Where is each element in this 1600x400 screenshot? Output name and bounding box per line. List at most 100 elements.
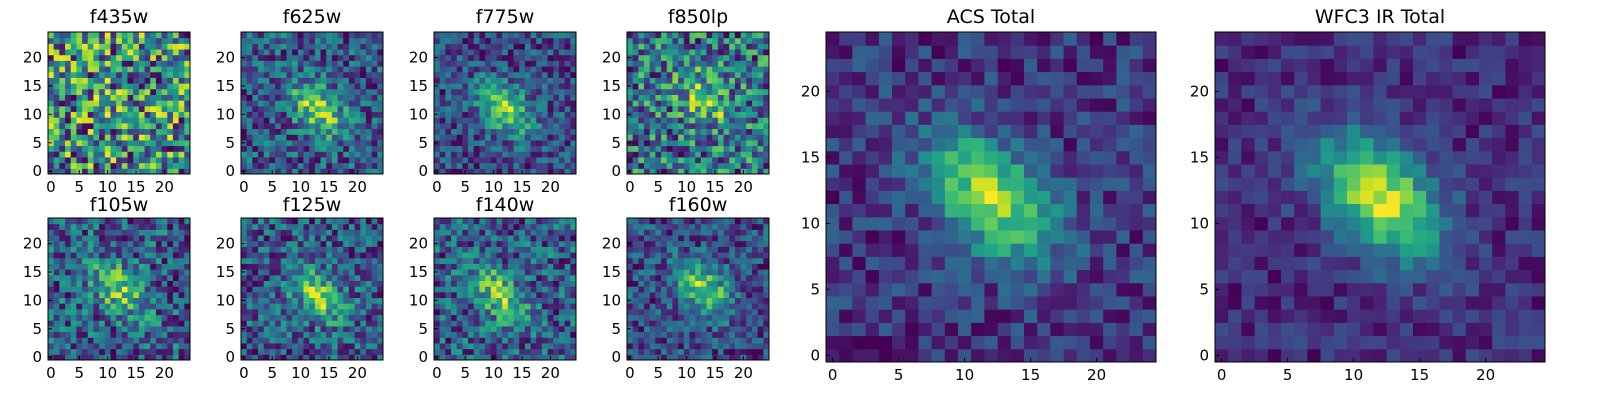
heatmap-cell xyxy=(490,128,497,135)
heatmap-cell xyxy=(48,134,55,141)
heatmap-cell xyxy=(116,320,123,327)
heatmap-cell xyxy=(269,286,276,293)
heatmap-cell xyxy=(683,151,690,158)
heatmap-cell xyxy=(632,117,639,124)
heatmap-cell xyxy=(502,348,509,355)
heatmap-cell xyxy=(462,128,469,135)
heatmap-cell xyxy=(456,348,463,355)
heatmap-cell xyxy=(144,297,151,304)
heatmap-cell xyxy=(116,246,123,253)
heatmap-cell xyxy=(252,342,259,350)
heatmap-cell xyxy=(76,117,83,124)
heatmap-cell xyxy=(485,218,492,225)
heatmap-cell xyxy=(473,348,480,355)
heatmap-cell xyxy=(706,314,713,321)
heatmap-cell xyxy=(558,218,566,225)
heatmap-cell xyxy=(184,111,191,118)
heatmap-cell xyxy=(286,342,293,350)
heatmap-cell xyxy=(127,303,134,310)
heatmap-cell xyxy=(530,100,537,107)
heatmap-cell xyxy=(689,49,696,56)
heatmap-cell xyxy=(59,100,66,107)
heatmap-cell xyxy=(377,77,384,84)
heatmap-cell xyxy=(723,291,730,299)
heatmap-cell xyxy=(326,94,333,101)
heatmap-cell xyxy=(729,66,736,73)
heatmap-cell xyxy=(76,100,83,107)
heatmap-cell xyxy=(286,105,293,113)
heatmap-cell xyxy=(82,257,89,264)
heatmap-cell xyxy=(121,139,129,147)
heatmap-cell xyxy=(763,134,770,141)
heatmap-cell xyxy=(93,314,100,321)
heatmap-cell xyxy=(678,269,685,276)
heatmap-cell xyxy=(717,269,725,276)
heatmap-cell xyxy=(161,100,168,107)
heatmap-cell xyxy=(133,223,140,230)
heatmap-cell xyxy=(644,331,651,338)
heatmap-cell xyxy=(59,223,66,230)
heatmap-cell xyxy=(541,223,549,230)
heatmap-cell xyxy=(462,297,469,304)
heatmap-cell xyxy=(462,308,469,316)
heatmap-cell xyxy=(462,257,469,264)
heatmap-cell xyxy=(297,235,304,242)
heatmap-cell xyxy=(570,156,577,164)
heatmap-cell xyxy=(468,100,475,107)
heatmap-cell xyxy=(121,235,129,242)
heatmap-cell xyxy=(309,325,316,333)
heatmap-cell xyxy=(723,60,730,67)
heatmap-cell xyxy=(439,49,446,56)
heatmap-cell xyxy=(65,94,72,101)
heatmap-cell xyxy=(178,43,185,50)
heatmap-cell xyxy=(672,49,679,56)
heatmap-cell xyxy=(184,151,191,158)
heatmap-cell xyxy=(445,286,452,293)
heatmap-cell xyxy=(553,274,560,281)
heatmap-cell xyxy=(93,229,100,236)
heatmap-cell xyxy=(110,83,117,90)
heatmap-cell xyxy=(320,263,327,270)
heatmap-cell xyxy=(65,269,72,276)
heatmap-cell xyxy=(93,240,100,247)
heatmap-cell xyxy=(445,337,452,344)
heatmap-cell xyxy=(172,235,180,242)
heatmap-cell xyxy=(570,314,577,321)
heatmap-cell xyxy=(655,139,662,147)
heatmap-cell xyxy=(496,71,503,78)
heatmap-cell xyxy=(632,280,639,287)
heatmap-cell xyxy=(513,88,520,95)
heatmap-cell xyxy=(280,54,287,61)
heatmap-cell xyxy=(468,291,475,299)
heatmap-cell xyxy=(723,168,730,175)
heatmap-cell xyxy=(706,60,713,67)
heatmap-cell xyxy=(729,297,736,304)
heatmap-cell xyxy=(661,145,668,152)
heatmap-cell xyxy=(82,331,89,338)
heatmap-cell xyxy=(121,83,129,90)
heatmap-cell xyxy=(99,252,106,259)
heatmap-cell xyxy=(76,54,83,61)
heatmap-cell xyxy=(462,60,469,67)
heatmap-cell xyxy=(757,168,764,175)
heatmap-cell xyxy=(292,168,299,175)
heatmap-cell xyxy=(655,111,662,118)
heatmap-cell xyxy=(65,342,72,350)
heatmap-cell xyxy=(479,240,486,247)
heatmap-cell xyxy=(564,218,571,225)
heatmap-cell xyxy=(666,37,673,44)
heatmap-cell xyxy=(138,269,146,276)
heatmap-cell xyxy=(59,348,66,355)
heatmap-cell xyxy=(133,218,140,225)
heatmap-cell xyxy=(144,269,151,276)
heatmap-cell xyxy=(104,240,111,247)
heatmap-cell xyxy=(700,71,708,78)
heatmap-cell xyxy=(541,88,549,95)
heatmap-cell xyxy=(757,37,764,44)
heatmap-cell xyxy=(348,252,356,259)
heatmap-cell xyxy=(275,168,282,175)
heatmap-cell xyxy=(751,128,759,135)
heatmap-cell xyxy=(314,342,322,350)
heatmap-cell xyxy=(104,291,111,299)
heatmap-cell xyxy=(76,49,83,56)
